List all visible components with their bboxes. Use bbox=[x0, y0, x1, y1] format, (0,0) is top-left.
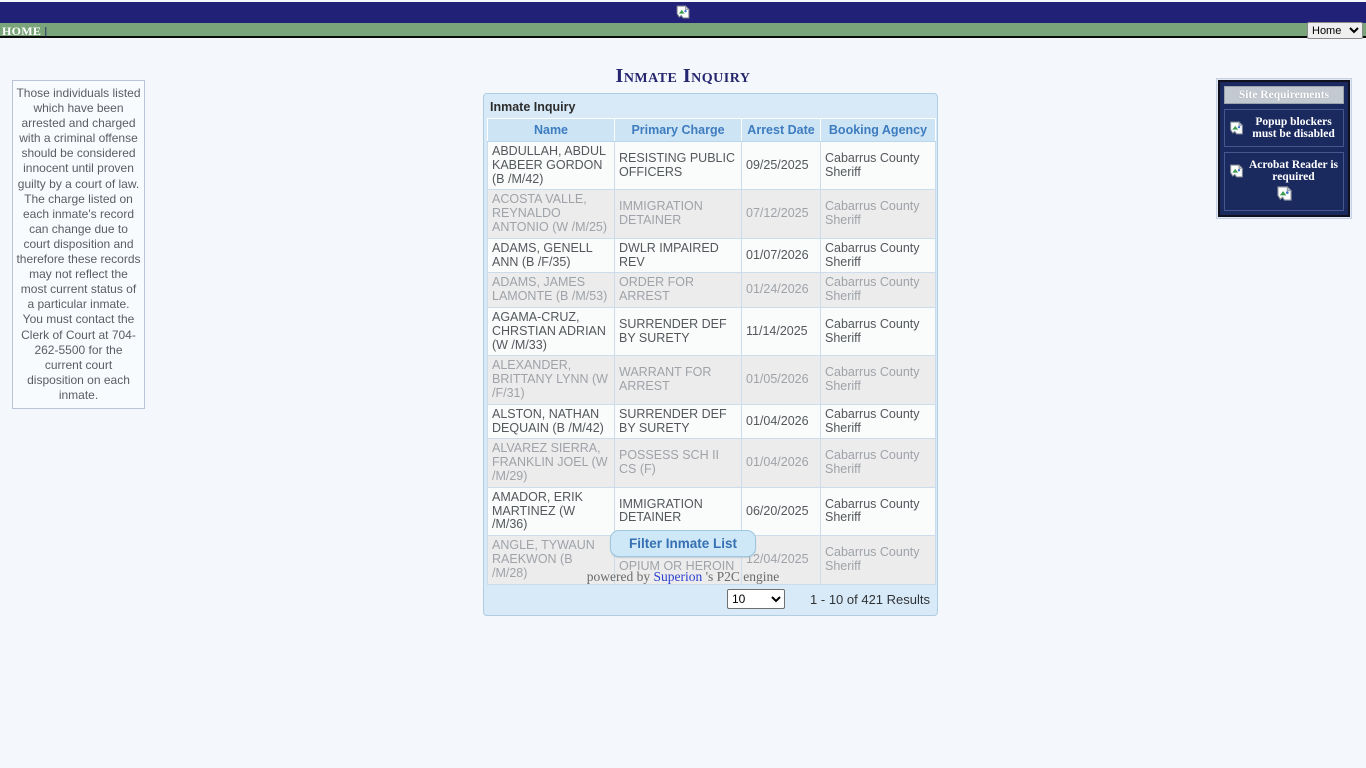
inmate-row[interactable]: ALEXANDER, BRITTANY LYNN (W /F/31) WARRAN… bbox=[487, 355, 936, 405]
pagination-bar: 10 1 - 10 of 421 Results bbox=[487, 586, 934, 612]
primary-charge-cell: RESISTING PUBLIC OFFICERS bbox=[614, 140, 742, 191]
inmate-name-cell[interactable]: ANGLE, TYWAUN RAEKWON (B /M/28) bbox=[487, 535, 615, 585]
arrest-date-cell: 07/12/2025 bbox=[741, 189, 821, 239]
arrest-date-cell: 01/05/2026 bbox=[741, 355, 821, 405]
booking-agency-cell: Cabarrus County Sheriff bbox=[820, 272, 936, 308]
inmate-table-body: ABDULLAH, ABDUL KABEER GORDON (B /M/42) R… bbox=[487, 140, 936, 585]
broken-image-icon bbox=[1229, 121, 1244, 135]
arrest-date-cell: 11/14/2025 bbox=[741, 306, 821, 357]
inmate-name-cell[interactable]: AMADOR, ERIK MARTINEZ (W /M/36) bbox=[487, 486, 615, 537]
page-title: Inmate Inquiry bbox=[615, 65, 751, 87]
primary-charge-cell: SURRENDER DEF BY SURETY bbox=[614, 306, 742, 357]
primary-charge-cell: ORDER FOR ARREST bbox=[614, 272, 742, 308]
inmate-name-cell[interactable]: ALVAREZ SIERRA, FRANKLIN JOEL (W /M/29) bbox=[487, 438, 615, 488]
broken-image-icon bbox=[1276, 185, 1293, 201]
disclaimer-text: Those individuals listed which have been… bbox=[12, 80, 145, 409]
booking-agency-cell: Cabarrus County Sheriff bbox=[820, 355, 936, 405]
site-requirements-title: Site Requirements bbox=[1224, 86, 1344, 104]
results-count: 1 - 10 of 421 Results bbox=[810, 591, 930, 607]
primary-charge-cell: POSSESS SCH II CS (F) bbox=[614, 438, 742, 488]
inmate-row[interactable]: ADAMS, GENELL ANN (B /F/35) DWLR IMPAIRED… bbox=[487, 237, 936, 274]
primary-charge-cell: DWLR IMPAIRED REV bbox=[614, 237, 742, 274]
powered-by-suffix: 's P2C engine bbox=[705, 569, 780, 584]
table-header-row: Name Primary Charge Arrest Date Booking … bbox=[487, 118, 936, 142]
inmate-row[interactable]: ABDULLAH, ABDUL KABEER GORDON (B /M/42) R… bbox=[487, 140, 936, 191]
column-header-primary-charge[interactable]: Primary Charge bbox=[614, 118, 742, 142]
powered-by-prefix: powered by bbox=[586, 569, 651, 584]
inmate-name-cell[interactable]: AGAMA-CRUZ, CHRSTIAN ADRIAN (W /M/33) bbox=[487, 306, 615, 357]
site-requirement-item: Popup blockers must be disabled bbox=[1224, 109, 1344, 147]
inmate-table: Name Primary Charge Arrest Date Booking … bbox=[487, 118, 936, 585]
site-requirement-text: Acrobat Reader is required bbox=[1248, 159, 1338, 183]
inmate-row[interactable]: ACOSTA VALLE, REYNALDO ANTONIO (W /M/25)… bbox=[487, 189, 936, 239]
column-header-arrest-date[interactable]: Arrest Date bbox=[741, 118, 821, 142]
booking-agency-cell: Cabarrus County Sheriff bbox=[820, 140, 936, 191]
column-header-name[interactable]: Name bbox=[487, 118, 615, 142]
inmate-name-cell[interactable]: ADAMS, JAMES LAMONTE (B /M/53) bbox=[487, 272, 615, 308]
booking-agency-cell: Cabarrus County Sheriff bbox=[820, 535, 936, 585]
broken-image-icon bbox=[676, 5, 691, 19]
arrest-date-cell: 09/25/2025 bbox=[741, 140, 821, 191]
primary-charge-cell: IMMIGRATION DETAINER bbox=[614, 486, 742, 537]
site-requirements-panel: Site Requirements Popup blockers must be… bbox=[1216, 78, 1352, 219]
primary-charge-cell: IMMIGRATION DETAINER bbox=[614, 189, 742, 239]
arrest-date-cell: 01/24/2026 bbox=[741, 272, 821, 308]
panel-title: Inmate Inquiry bbox=[490, 100, 576, 114]
site-requirement-item: Acrobat Reader is required bbox=[1224, 152, 1344, 211]
nav-bar: HOME | Home bbox=[0, 22, 1366, 39]
powered-by: powered by Superion 's P2C engine bbox=[0, 569, 1366, 585]
home-menu-select[interactable]: Home bbox=[1307, 22, 1363, 39]
inmate-row[interactable]: AMADOR, ERIK MARTINEZ (W /M/36) IMMIGRATI… bbox=[487, 486, 936, 537]
booking-agency-cell: Cabarrus County Sheriff bbox=[820, 403, 936, 440]
inmate-name-cell[interactable]: ABDULLAH, ABDUL KABEER GORDON (B /M/42) bbox=[487, 140, 615, 191]
inmate-inquiry-panel: Inmate Inquiry Name Primary Charge Arres… bbox=[483, 93, 938, 616]
booking-agency-cell: Cabarrus County Sheriff bbox=[820, 189, 936, 239]
arrest-date-cell: 06/20/2025 bbox=[741, 486, 821, 537]
superion-link[interactable]: Superion bbox=[653, 569, 703, 584]
inmate-row[interactable]: ALVAREZ SIERRA, FRANKLIN JOEL (W /M/29) P… bbox=[487, 438, 936, 488]
broken-image-icon bbox=[1229, 164, 1244, 178]
site-requirement-text: Popup blockers must be disabled bbox=[1252, 116, 1335, 140]
primary-charge-cell: SURRENDER DEF BY SURETY bbox=[614, 403, 742, 440]
arrest-date-cell: 01/04/2026 bbox=[741, 403, 821, 440]
inmate-row[interactable]: ADAMS, JAMES LAMONTE (B /M/53) ORDER FOR … bbox=[487, 272, 936, 308]
inmate-name-cell[interactable]: ADAMS, GENELL ANN (B /F/35) bbox=[487, 237, 615, 274]
booking-agency-cell: Cabarrus County Sheriff bbox=[820, 306, 936, 357]
inmate-row[interactable]: ALSTON, NATHAN DEQUAIN (B /M/42) SURRENDE… bbox=[487, 403, 936, 440]
page-size-select[interactable]: 10 bbox=[727, 588, 785, 609]
arrest-date-cell: 01/04/2026 bbox=[741, 438, 821, 488]
column-header-booking-agency[interactable]: Booking Agency bbox=[820, 118, 936, 142]
filter-inmate-list-button[interactable]: Filter Inmate List bbox=[609, 530, 757, 557]
nav-separator: | bbox=[44, 24, 48, 38]
booking-agency-cell: Cabarrus County Sheriff bbox=[820, 438, 936, 488]
inmate-row[interactable]: AGAMA-CRUZ, CHRSTIAN ADRIAN (W /M/33) SUR… bbox=[487, 306, 936, 357]
inmate-name-cell[interactable]: ALEXANDER, BRITTANY LYNN (W /F/31) bbox=[487, 355, 615, 405]
booking-agency-cell: Cabarrus County Sheriff bbox=[820, 237, 936, 274]
arrest-date-cell: 01/07/2026 bbox=[741, 237, 821, 274]
top-banner bbox=[0, 2, 1366, 23]
primary-charge-cell: WARRANT FOR ARREST bbox=[614, 355, 742, 405]
inmate-name-cell[interactable]: ALSTON, NATHAN DEQUAIN (B /M/42) bbox=[487, 403, 615, 440]
booking-agency-cell: Cabarrus County Sheriff bbox=[820, 486, 936, 537]
inmate-name-cell[interactable]: ACOSTA VALLE, REYNALDO ANTONIO (W /M/25) bbox=[487, 189, 615, 239]
home-link[interactable]: HOME | bbox=[2, 24, 48, 38]
